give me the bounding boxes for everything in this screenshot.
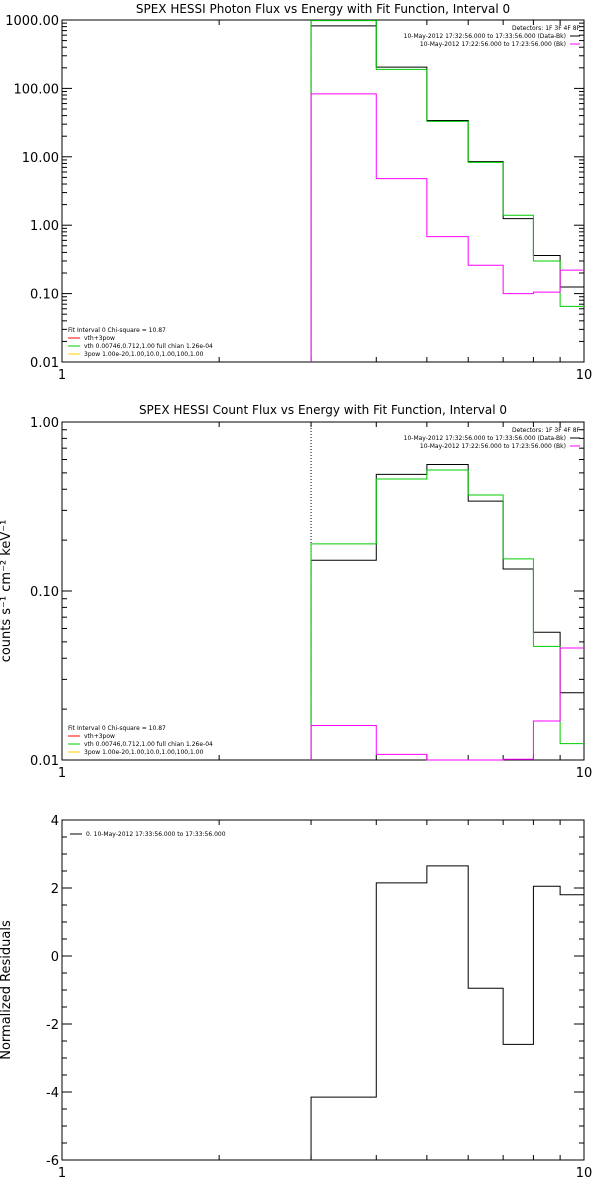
series-0-histogram (310, 464, 584, 760)
chart-title: SPEX HESSI Count Flux vs Energy with Fit… (139, 403, 507, 417)
x-tick-label: 10 (576, 766, 593, 781)
legend-entry: 10-May-2012 17:32:56.000 to 17:33:56.000… (404, 435, 566, 442)
y-tick-label: 2 (51, 882, 59, 897)
y-tick-label: -6 (46, 1154, 59, 1169)
y-tick-label: 4 (51, 814, 59, 829)
y-tick-label: 0.01 (30, 754, 59, 769)
series-1-histogram (310, 20, 584, 362)
legend-entry: vth+3pow (84, 335, 115, 342)
legend-entry: vth+3pow (84, 733, 115, 740)
legend-entry: Fit Interval 0 Chi-square = 10.87 (68, 327, 166, 334)
legend-entry: 10-May-2012 17:32:56.000 to 17:33:56.000… (404, 33, 566, 40)
series-0-histogram (310, 865, 584, 1160)
y-tick-label: 1.00 (30, 416, 59, 431)
legend-entry: 3pow 1.00e-20,1.00,10.0,1.00,100,1.00 (84, 351, 204, 358)
legend-entry: Fit Interval 0 Chi-square = 10.87 (68, 725, 166, 732)
legend-entry: vth 0.00746,0.712,1.00 full chian 1.26e-… (84, 343, 213, 350)
legend-entry: 10-May-2012 17:22:56.000 to 17:23:56.000… (420, 41, 566, 48)
legend-entry: 10-May-2012 17:22:56.000 to 17:23:56.000… (420, 443, 566, 450)
x-tick-label: 1 (58, 1166, 66, 1181)
legend-entry: vth 0.00746,0.712,1.00 full chian 1.26e-… (84, 741, 213, 748)
legend-entry: 3pow 1.00e-20,1.00,10.0,1.00,100,1.00 (84, 749, 204, 756)
y-tick-label: 0.10 (30, 288, 59, 303)
detectors-label: Detectors: 1F 3F 4F 8F (512, 427, 581, 434)
y-tick-label: 1.00 (30, 219, 59, 234)
y-tick-label: 1000.00 (5, 14, 59, 29)
plot-frame (61, 819, 585, 1161)
y-tick-label: 0 (51, 950, 59, 965)
y-tick-label: 0.01 (30, 356, 59, 371)
y-tick-label: 100.00 (14, 82, 60, 97)
y-axis-label: Normalized Residuals (0, 920, 14, 1060)
x-tick-label: 1 (58, 766, 66, 781)
chart-title: SPEX HESSI Photon Flux vs Energy with Fi… (136, 2, 510, 16)
y-tick-label: -2 (46, 1018, 59, 1033)
y-tick-label: 0.10 (30, 585, 59, 600)
legend-entry: 0. 10-May-2012 17:33:56.000 to 17:33:56.… (86, 831, 226, 838)
series-0-histogram (310, 25, 584, 362)
series-1-histogram (310, 469, 584, 760)
series-2-histogram (310, 93, 584, 362)
y-tick-label: 10.00 (22, 151, 59, 166)
series-2-histogram (310, 647, 584, 761)
x-tick-label: 1 (58, 368, 66, 383)
plot-frame (61, 19, 585, 363)
y-tick-label: -4 (46, 1086, 59, 1101)
x-tick-label: 10 (576, 1166, 593, 1181)
detectors-label: Detectors: 1F 3F 4F 8F (512, 25, 581, 32)
plot-frame (61, 421, 585, 761)
y-axis-label: counts s⁻¹ cm⁻² keV⁻¹ (0, 520, 14, 663)
x-tick-label: 10 (576, 368, 593, 383)
